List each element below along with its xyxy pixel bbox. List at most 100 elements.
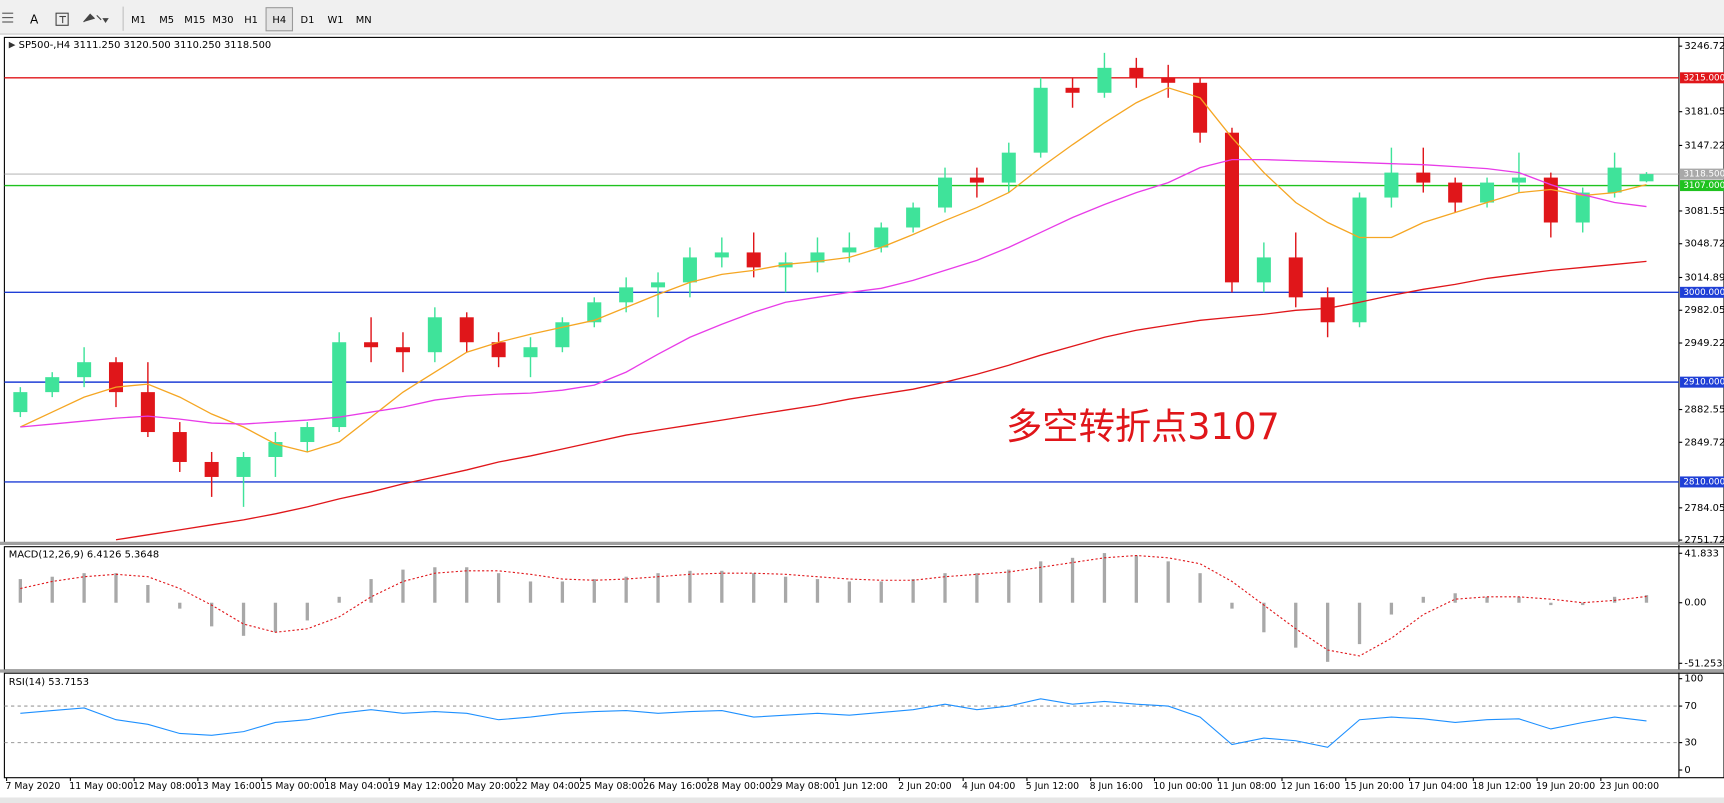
candle-body (1543, 177, 1558, 223)
candle-body (1352, 197, 1367, 323)
y-tick-label: 3081.555 (1684, 206, 1724, 217)
y-tick-label: 70 (1684, 701, 1697, 712)
timeframe-button[interactable]: MN (356, 15, 372, 26)
timeframe-button[interactable]: W1 (328, 15, 344, 26)
x-tick-label: 20 May 20:00 (452, 781, 516, 792)
timeframe-button[interactable]: D1 (300, 15, 314, 26)
chart-title: SP500-,H4 3111.250 3120.500 3110.250 311… (19, 40, 271, 51)
candle-body (1224, 132, 1239, 283)
timeframe-button[interactable]: M30 (212, 15, 233, 26)
macd-bar (1421, 596, 1425, 603)
text-label-icon[interactable] (55, 12, 69, 26)
candle-body (491, 342, 506, 358)
arrows-icon[interactable] (83, 13, 109, 23)
candle-body (172, 432, 187, 462)
macd-bar (82, 573, 86, 603)
macd-bar (1166, 561, 1170, 603)
candle-body (77, 362, 92, 378)
y-tick-label: 2882.555 (1684, 405, 1724, 416)
x-tick-label: 10 Jun 00:00 (1153, 781, 1212, 792)
y-tick-label: 0 (1684, 765, 1690, 776)
x-tick-label: 19 Jun 20:00 (1536, 781, 1595, 792)
macd-bar (1549, 602, 1553, 606)
candle-body (1288, 257, 1303, 298)
timeframe-button[interactable]: H1 (244, 15, 258, 26)
macd-bar (1453, 593, 1457, 603)
y-tick-label: 3147.225 (1684, 140, 1724, 151)
macd-bar (1517, 596, 1521, 603)
candle-body (682, 257, 697, 283)
macd-bar (241, 602, 246, 636)
macd-bar (178, 602, 182, 609)
macd-bar (624, 576, 628, 603)
x-tick-label: 26 May 16:00 (643, 781, 707, 792)
macd-bar (879, 581, 883, 603)
macd-bar (305, 602, 309, 621)
y-tick-label: 3181.055 (1684, 107, 1724, 118)
macd-bar (18, 579, 22, 603)
macd-bar (656, 573, 660, 603)
timeframe-button[interactable]: M1 (131, 15, 146, 26)
x-tick-label: 15 May 00:00 (261, 781, 325, 792)
x-tick-label: 7 May 2020 (5, 781, 60, 792)
x-tick-label: 4 Jun 04:00 (962, 781, 1015, 792)
y-tick-label: 100 (1684, 674, 1703, 685)
macd-bar (911, 579, 915, 603)
candle-body (746, 252, 761, 268)
candle-body (395, 347, 410, 353)
symbol-icon (8, 41, 16, 49)
tool-button[interactable]: A (30, 12, 39, 26)
candle-body (1001, 152, 1016, 183)
timeframe-button[interactable]: M5 (159, 15, 174, 26)
timeframe-button[interactable]: M15 (184, 15, 205, 26)
macd-bar (592, 579, 596, 603)
x-tick-label: 29 May 08:00 (771, 781, 835, 792)
level-label-box (1680, 72, 1724, 84)
macd-bar (114, 573, 118, 603)
candle-body (140, 392, 155, 433)
y-tick-label: 3246.725 (1684, 41, 1724, 52)
macd-bar (1262, 602, 1266, 633)
level-label-box (1680, 376, 1724, 388)
candle-body (108, 362, 124, 393)
toolbar-buttons: A M1 M5 M15 M30 H1 H4 D1 W1 MN (30, 7, 372, 32)
y-tick-label: 2849.720 (1684, 437, 1724, 448)
x-tick-label: 11 Jun 08:00 (1217, 781, 1276, 792)
macd-bar (847, 581, 852, 603)
candle-body (619, 287, 634, 303)
macd-bar (783, 576, 788, 603)
y-tick-label: -51.2535 (1684, 658, 1724, 669)
level-label-box (1680, 180, 1724, 192)
macd-bar (560, 581, 565, 603)
y-tick-label: 41.833 (1684, 548, 1719, 559)
x-tick-label: 23 Jun 00:00 (1600, 781, 1659, 792)
y-tick-label: 0.00 (1684, 598, 1706, 609)
macd-label: MACD(12,26,9) 6.4126 5.3648 (9, 549, 159, 560)
candle-body (1384, 172, 1399, 198)
candle-body (969, 177, 984, 183)
candle-body (1065, 87, 1080, 93)
timeframe-button[interactable]: H4 (272, 15, 286, 26)
macd-bar (210, 602, 214, 627)
y-tick-label: 2784.050 (1684, 503, 1724, 514)
x-tick-label: 8 Jun 16:00 (1090, 781, 1143, 792)
candle-body (1097, 67, 1112, 93)
candle-body (332, 342, 347, 428)
candle-body (13, 392, 28, 413)
macd-bar (1198, 573, 1202, 603)
macd-bar (1007, 569, 1011, 603)
x-tick-label: 25 May 08:00 (579, 781, 643, 792)
level-label: 3107.000 (1683, 181, 1724, 191)
candle-body (842, 247, 857, 253)
moving-average (20, 87, 1647, 453)
macd-bar (465, 567, 469, 603)
x-tick-label: 19 May 12:00 (388, 781, 452, 792)
level-label-box (1680, 476, 1724, 488)
macd-bar (815, 579, 820, 603)
candle-body (1511, 177, 1526, 183)
candle-body (1161, 77, 1176, 83)
macd-bar (1230, 602, 1234, 609)
macd-bar (1612, 596, 1617, 603)
